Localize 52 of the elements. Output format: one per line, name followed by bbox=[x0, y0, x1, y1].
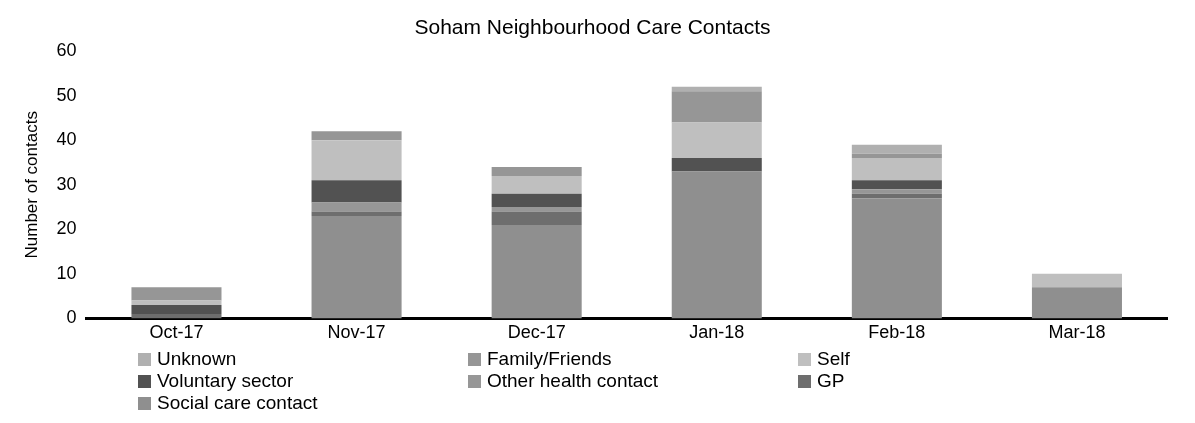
bar bbox=[1031, 287, 1122, 319]
bar bbox=[131, 300, 222, 306]
y-tick-label: 40 bbox=[56, 129, 77, 150]
bar bbox=[491, 175, 582, 194]
bar bbox=[311, 180, 402, 203]
bar bbox=[311, 211, 402, 216]
bar bbox=[671, 86, 762, 92]
y-tick-label: 20 bbox=[56, 218, 77, 239]
bar bbox=[491, 211, 582, 225]
bar bbox=[851, 144, 942, 154]
x-tick-label: Dec-17 bbox=[507, 322, 566, 343]
y-tick-label: 0 bbox=[66, 307, 77, 328]
bar bbox=[1031, 273, 1122, 288]
bar bbox=[851, 180, 942, 190]
y-axis-title: Number of contacts bbox=[21, 111, 41, 259]
y-tick-label: 10 bbox=[56, 262, 77, 283]
bar bbox=[131, 287, 222, 301]
bar bbox=[131, 305, 222, 314]
bar bbox=[671, 171, 762, 319]
bar bbox=[491, 166, 582, 176]
bar bbox=[491, 224, 582, 319]
chart-title: Soham Neighbourhood Care Contacts bbox=[414, 15, 771, 39]
bar bbox=[311, 131, 402, 141]
bar bbox=[491, 207, 582, 212]
bar bbox=[851, 193, 942, 199]
x-tick-label: Mar-18 bbox=[1048, 322, 1106, 343]
bar bbox=[311, 140, 402, 181]
bar bbox=[671, 158, 762, 172]
x-tick-label: Oct-17 bbox=[149, 322, 204, 343]
legend-label: GP bbox=[817, 370, 845, 392]
bar bbox=[311, 202, 402, 212]
legend-label: Family/Friends bbox=[487, 348, 612, 370]
y-tick-label: 60 bbox=[56, 40, 77, 61]
y-tick-label: 30 bbox=[56, 173, 77, 194]
bar bbox=[851, 158, 942, 181]
legend-label: Self bbox=[817, 348, 850, 370]
legend-label: Other health contact bbox=[487, 370, 659, 392]
bar bbox=[131, 313, 222, 319]
x-tick-label: Feb-18 bbox=[868, 322, 926, 343]
bar bbox=[851, 198, 942, 319]
x-tick-label: Jan-18 bbox=[689, 322, 745, 343]
y-tick-label: 50 bbox=[56, 84, 77, 105]
bar bbox=[671, 122, 762, 159]
legend-label: Voluntary sector bbox=[157, 370, 294, 392]
bar bbox=[491, 193, 582, 208]
legend-label: Unknown bbox=[157, 348, 237, 370]
bar bbox=[851, 153, 942, 159]
x-tick-label: Nov-17 bbox=[327, 322, 386, 343]
legend-label: Social care contact bbox=[157, 392, 318, 414]
bar bbox=[851, 189, 942, 194]
bar bbox=[311, 215, 402, 319]
bar bbox=[671, 91, 762, 123]
